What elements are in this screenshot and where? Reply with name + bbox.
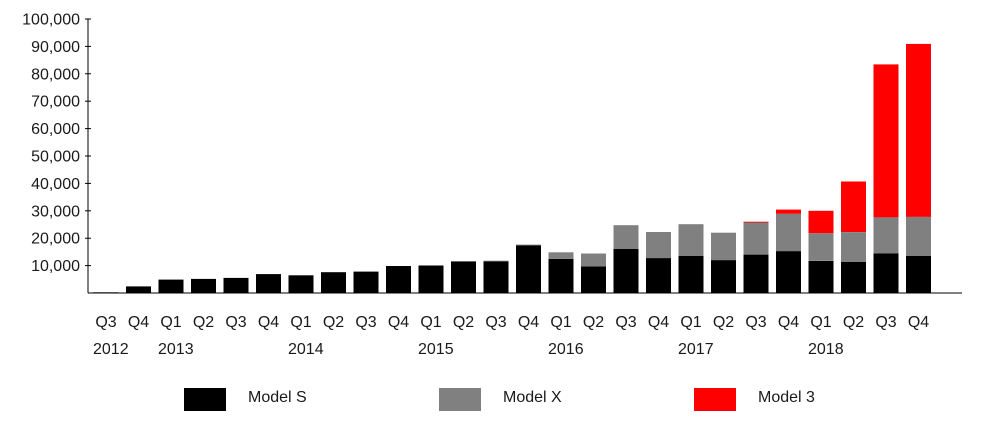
bar-segment-model-s [613,249,639,293]
x-tick-label-quarter: Q2 [323,314,344,331]
bar-segment-model-x [873,217,899,254]
bar-segment-model-x [776,213,801,252]
bar-segment-model-3 [906,43,931,217]
y-tick-label: 30,000 [31,203,80,220]
y-tick-label: 90,000 [31,39,80,56]
x-tick-label-quarter: Q1 [810,314,831,331]
bar-segment-model-s [548,258,574,293]
bar-segment-model-s [808,260,834,293]
bar-segment-model-x [808,233,834,261]
x-tick-label-quarter: Q3 [745,314,766,331]
x-tick-label-quarter: Q3 [225,314,246,331]
bar-segment-model-x [743,222,769,255]
y-tick-label: 60,000 [31,121,80,138]
bar-segment-model-3 [743,221,769,223]
bar-segment-model-s [906,256,931,293]
x-tick-label-quarter: Q2 [713,314,734,331]
x-tick-label-quarter: Q3 [615,314,636,331]
bars [93,43,931,294]
x-tick-label-quarter: Q1 [420,314,441,331]
y-tick-label: 20,000 [31,231,80,248]
bar-segment-model-x [581,253,606,267]
bar-segment-model-s [191,278,216,293]
x-tick-label-quarter: Q1 [160,314,181,331]
bar-segment-model-s [353,271,379,293]
legend-label-model-3: Model 3 [758,389,815,406]
legend-label-model-s: Model S [248,389,307,406]
bar-segment-model-s [483,261,509,293]
bar-segment-model-s [418,265,444,293]
x-tick-label-quarter: Q4 [258,314,279,331]
legend-label-model-x: Model X [503,389,562,406]
bar-segment-model-x [646,232,671,258]
x-tick-label-quarter: Q4 [518,314,539,331]
x-tick-label-year: 2015 [418,341,454,358]
bar-segment-model-s [646,258,671,293]
bar-segment-model-x [483,260,509,262]
x-tick-label-year: 2014 [288,341,324,358]
legend: Model S Model X Model 3 [0,386,987,416]
bar-segment-model-x [711,232,736,261]
y-tick-label: 10,000 [31,258,80,275]
bar-segment-model-s [711,260,736,293]
x-tick-label-quarter: Q4 [778,314,799,331]
x-tick-label-quarter: Q4 [388,314,409,331]
stacked-bar-chart: 10,000 20,000 30,000 40,000 50,000 60,000 70,0… [22,12,962,358]
x-tick-label-year: 2017 [678,341,714,358]
x-tick-label-year: 2013 [158,341,194,358]
x-tick-label-quarter: Q3 [95,314,116,331]
bar-segment-model-s [321,272,346,293]
bar-segment-model-s [451,261,476,293]
x-tick-label-quarter: Q4 [128,314,149,331]
y-tick-label: 80,000 [31,66,80,83]
x-tick-label-quarter: Q1 [550,314,571,331]
y-tick-label: 70,000 [31,94,80,111]
bar-segment-model-3 [808,210,834,234]
x-tick-label-quarter: Q2 [453,314,474,331]
bar-segment-model-x [516,244,541,246]
bar-segment-model-s [776,251,801,293]
y-axis: 10,000 20,000 30,000 40,000 50,000 60,000 70,0… [22,12,91,293]
bar-segment-model-s [386,266,411,293]
x-tick-label-year: 2016 [548,341,584,358]
legend-swatch-model-x [439,388,481,411]
bar-segment-model-s [743,254,769,293]
x-tick-label-quarter: Q3 [875,314,896,331]
x-tick-label-year: 2018 [808,341,844,358]
bar-segment-model-x [841,232,866,262]
x-tick-label-quarter: Q4 [908,314,929,331]
bar-segment-model-s [126,286,151,293]
bar-segment-model-s [516,245,541,293]
bar-segment-model-s [158,279,184,293]
bar-segment-model-s [841,262,866,293]
x-tick-label-quarter: Q1 [680,314,701,331]
x-tick-label-quarter: Q3 [355,314,376,331]
x-tick-label-quarter: Q3 [485,314,506,331]
bar-segment-model-s [581,266,606,293]
y-tick-label: 50,000 [31,149,80,166]
bar-segment-model-3 [776,209,801,214]
bar-segment-model-x [678,224,704,256]
bar-segment-model-s [288,275,314,293]
bar-segment-model-3 [873,64,899,218]
bar-segment-model-3 [841,181,866,232]
x-axis: Q3 Q4 Q1 Q2 Q3 Q4 Q1 Q2 Q3 Q4 Q1 Q2 Q3 Q4 Q1 Q2 Q3 Q4 Q1 Q2… [88,292,962,358]
bar-segment-model-s [873,253,899,293]
bar-segment-model-x [906,217,931,256]
x-tick-label-quarter: Q2 [583,314,604,331]
bar-segment-model-x [548,252,574,259]
bar-segment-model-x [613,225,639,249]
x-tick-label-quarter: Q4 [648,314,669,331]
y-tick-label: 100,000 [22,12,80,29]
x-tick-label-quarter: Q1 [290,314,311,331]
x-tick-label-quarter: Q2 [843,314,864,331]
y-tick-label: 40,000 [31,176,80,193]
bar-segment-model-s [678,256,704,293]
x-tick-label-year: 2012 [93,341,129,358]
x-tick-label-quarter: Q2 [193,314,214,331]
legend-swatch-model-s [184,388,226,411]
bar-segment-model-s [256,274,281,293]
bar-segment-model-s [223,277,249,293]
legend-swatch-model-3 [694,388,736,411]
